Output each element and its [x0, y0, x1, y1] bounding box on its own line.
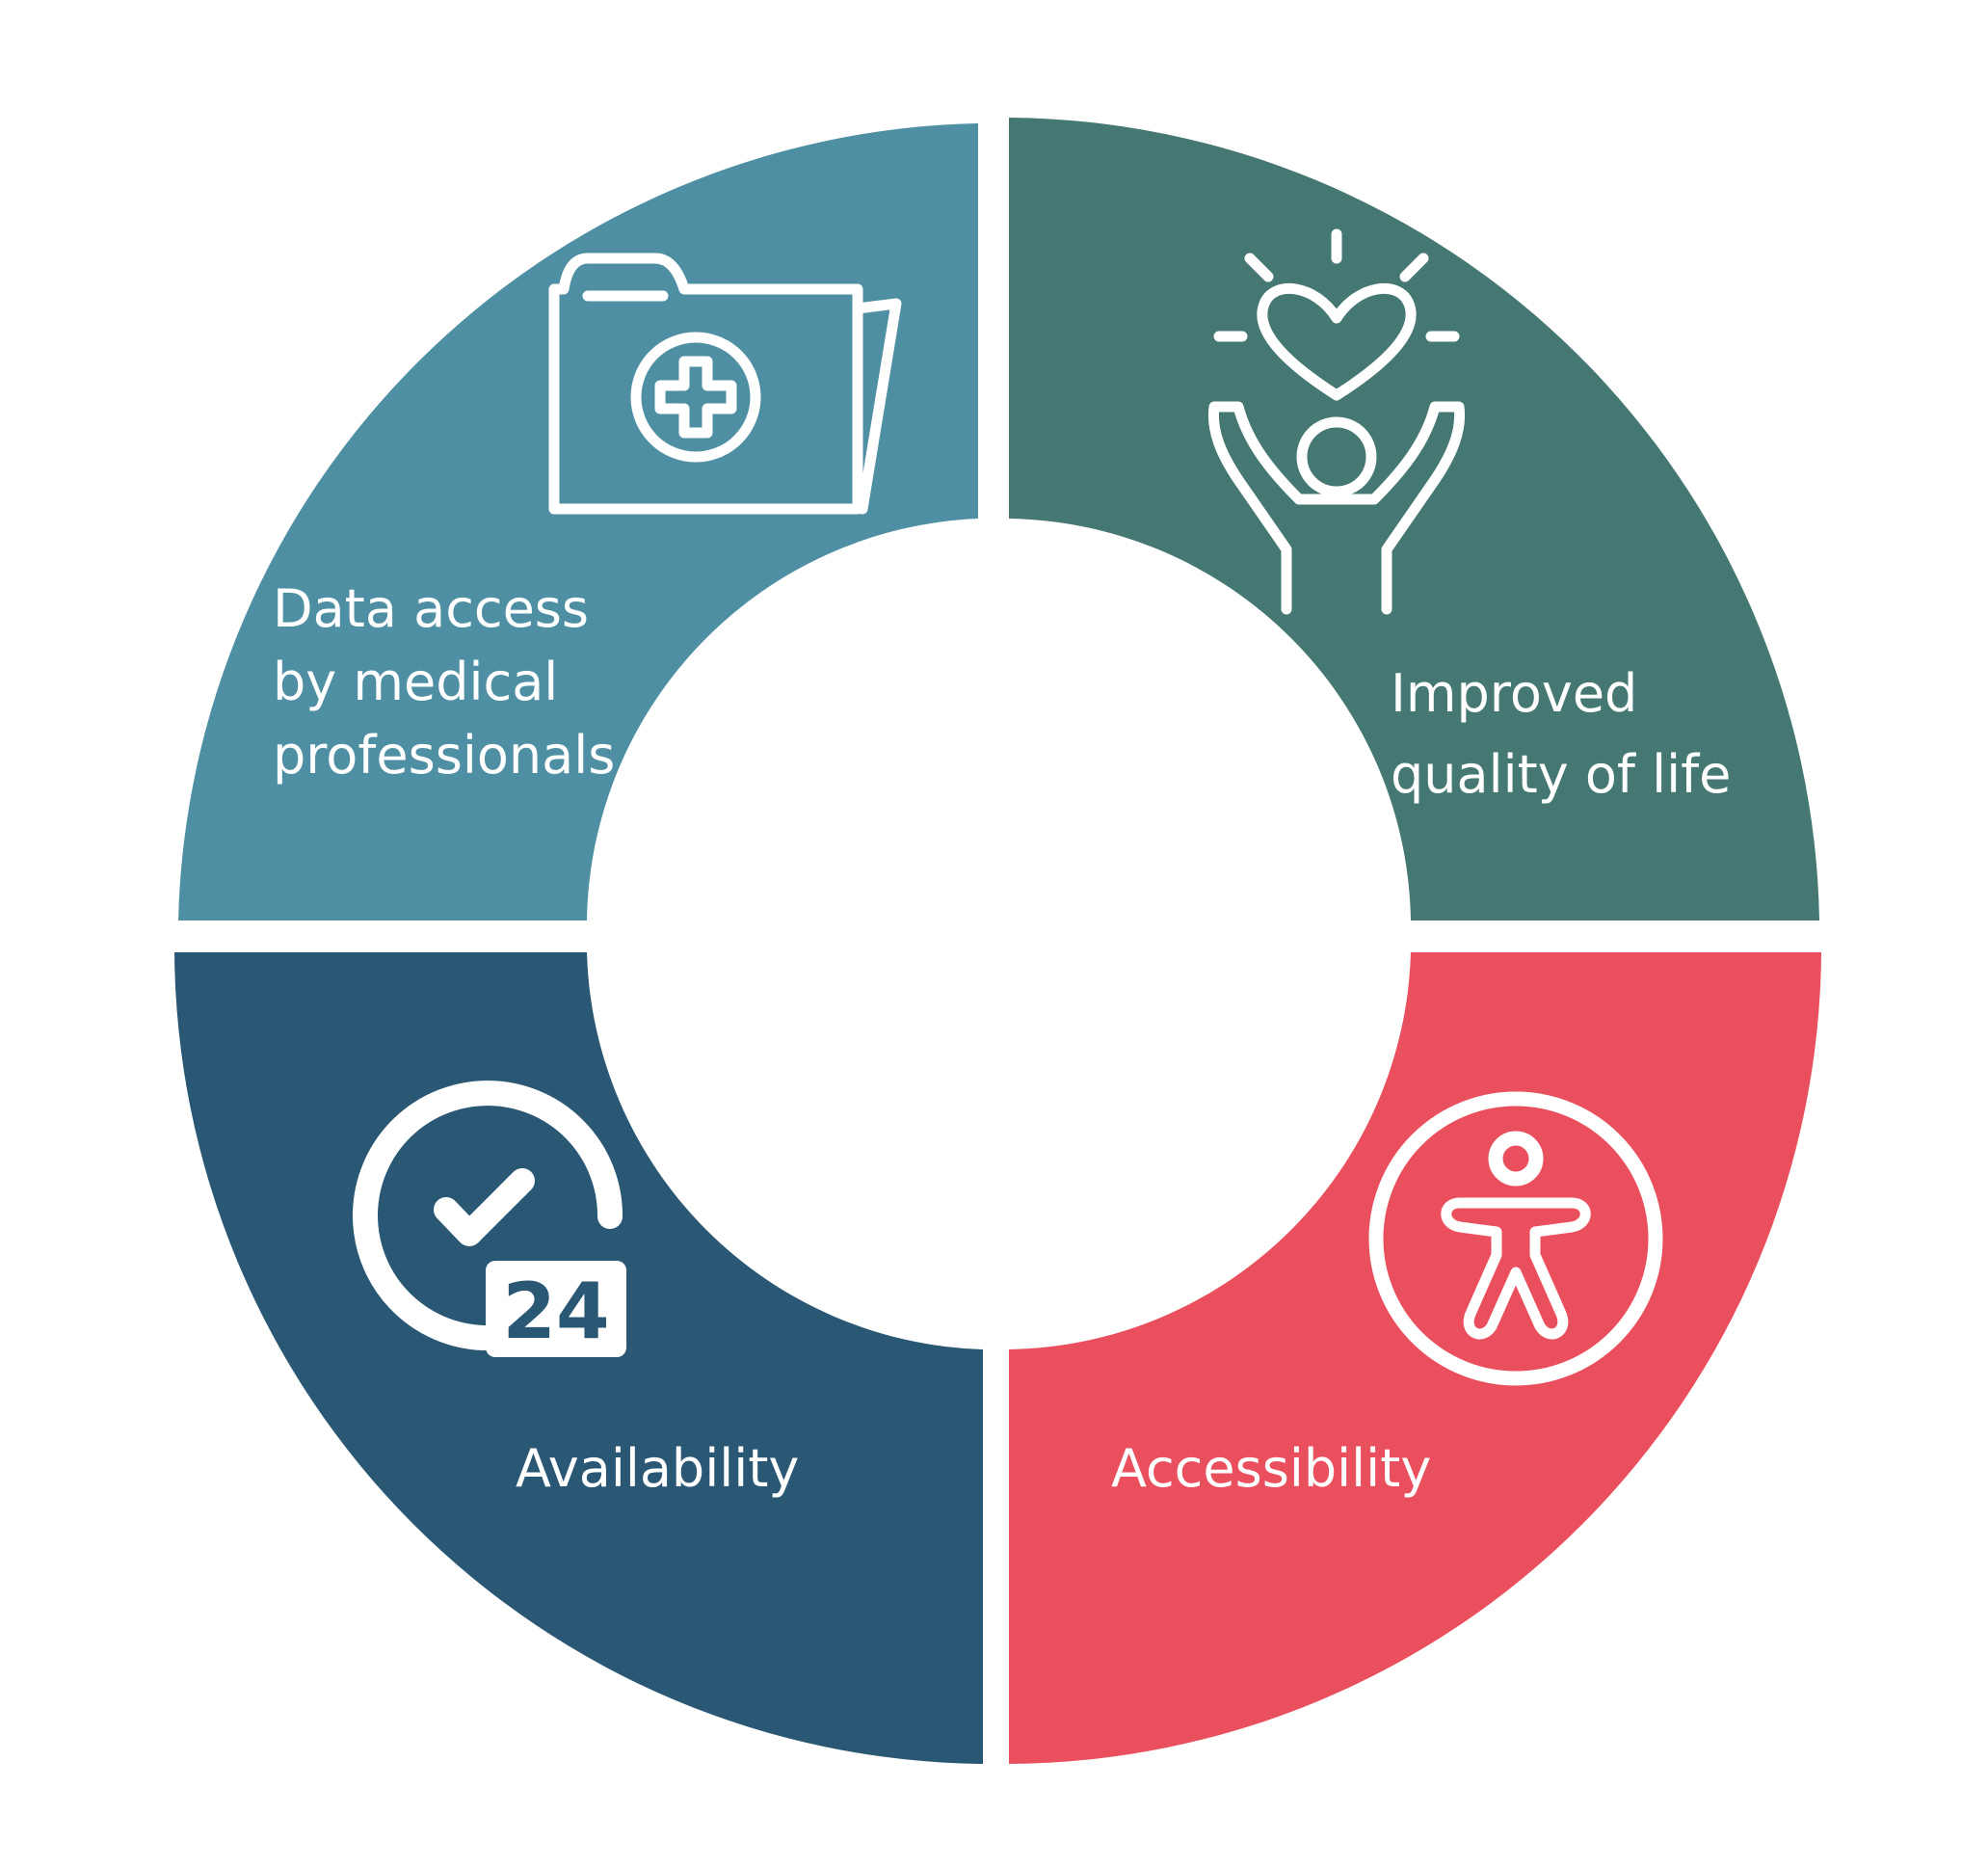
label-quality-of-life-line-2: quality of life [1391, 744, 1731, 805]
medical-folder-icon [548, 253, 902, 515]
label-data-access-line-1: Data access [273, 578, 589, 639]
label-data-access: Data access by medical professionals [273, 578, 615, 786]
segment-availability: 24 Availability [174, 952, 983, 1764]
label-data-access-line-3: professionals [273, 725, 615, 786]
segment-quality-of-life: Improved quality of life [1009, 118, 1819, 921]
label-quality-of-life-line-1: Improved [1391, 663, 1637, 724]
badge-24 [486, 1261, 626, 1357]
segment-availability-shape [174, 952, 983, 1764]
segment-quality-of-life-shape [1009, 118, 1819, 921]
clock-24-icon: 24 [353, 1081, 626, 1357]
segment-data-access: Data access by medical professionals [178, 123, 978, 921]
hands-heart-icon [1207, 228, 1466, 615]
segment-data-access-shape [178, 123, 978, 921]
accessibility-person-icon [1368, 1091, 1663, 1386]
label-accessibility-line-1: Accessibility [1111, 1438, 1431, 1499]
label-data-access-line-2: by medical [273, 652, 558, 712]
label-availability-line-1: Availability [516, 1438, 799, 1499]
segment-accessibility-shape [1009, 952, 1821, 1764]
segment-accessibility: Accessibility [1009, 952, 1821, 1764]
badge-24-text: 24 [502, 1267, 609, 1356]
label-availability: Availability [516, 1438, 799, 1499]
label-quality-of-life: Improved quality of life [1391, 663, 1731, 805]
label-accessibility: Accessibility [1111, 1438, 1431, 1499]
